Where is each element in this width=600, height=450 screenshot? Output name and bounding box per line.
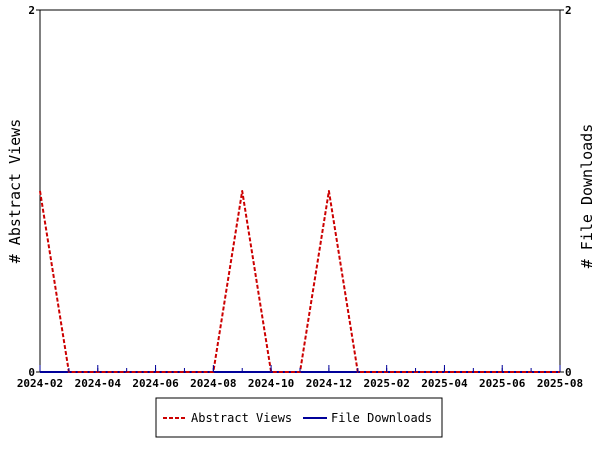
x-axis: 2024-02 2024-04 2024-06 2024-08 2024-10 2024-… [17, 365, 583, 390]
legend: Abstract Views File Downloads [155, 397, 443, 438]
x-tick-label: 2024-10 [248, 377, 294, 390]
y-right-tick-label: 0 [565, 366, 572, 379]
y-axes: 0 2 0 2 [28, 4, 571, 379]
legend-label-abstract-views: Abstract Views [191, 411, 292, 425]
x-tick-label: 2025-04 [421, 377, 468, 390]
y-axis-title-left: # Abstract Views [6, 119, 24, 264]
y-axis-title-right: # File Downloads [578, 124, 596, 269]
y-left-tick-label: 2 [28, 4, 35, 17]
x-tick-label: 2025-06 [479, 377, 526, 390]
legend-label-file-downloads: File Downloads [331, 411, 432, 425]
x-tick-label: 2024-12 [306, 377, 352, 390]
x-tick-label: 2025-02 [363, 377, 409, 390]
legend-box [155, 397, 443, 438]
plot-area [39, 9, 561, 373]
y-left-tick-label: 0 [28, 366, 35, 379]
x-tick-label: 2025-08 [537, 377, 583, 390]
x-tick-label: 2024-04 [75, 377, 122, 390]
x-tick-label: 2024-06 [132, 377, 179, 390]
x-tick-label: 2024-08 [190, 377, 236, 390]
x-tick-label: 2024-02 [17, 377, 63, 390]
y-right-tick-label: 2 [565, 4, 572, 17]
